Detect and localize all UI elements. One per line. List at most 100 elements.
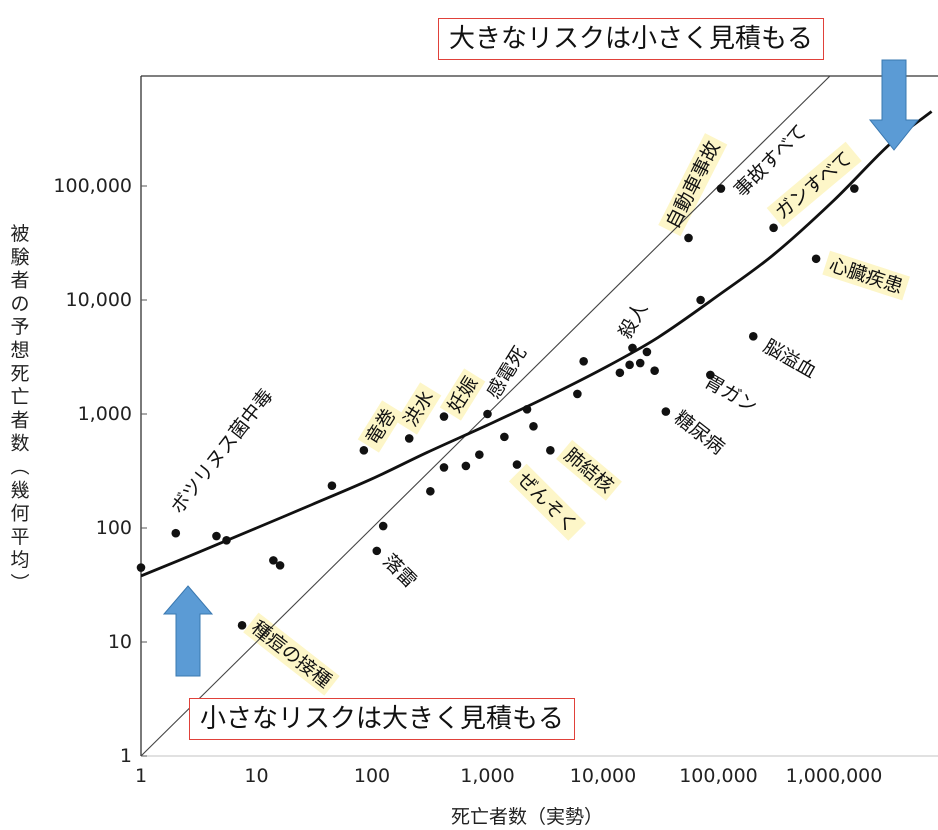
data-point [359,446,369,455]
y-axis-title-char: 幾 [10,479,29,501]
x-tick-label: 100,000 [679,765,758,787]
y-axis-title-char: （ [8,456,30,475]
point-label: 胃ガン [701,370,761,418]
scatter-points [136,184,859,630]
data-point [404,434,414,443]
callout-large-risk: 大きなリスクは小さく見積もる [438,18,825,60]
data-point [642,347,652,357]
data-point [426,486,435,496]
data-point [439,463,449,472]
y-axis-title-char: 死 [10,363,29,385]
data-point [475,450,484,459]
label-highlight [508,463,587,541]
point-label: 糖尿病 [670,407,728,459]
point-label: 心臓疾患 [826,254,905,298]
point-label: 肺結核 [560,444,618,498]
up-arrow-icon [162,585,214,677]
data-point [850,184,859,193]
data-point [378,521,388,531]
data-point [684,233,693,243]
data-point [650,366,659,375]
point-label: 種痘の接種 [247,617,335,693]
y-axis-title-char: ） [8,573,30,592]
data-point [275,561,285,570]
y-axis-title-char: 亡 [10,386,29,408]
x-tick-label: 1,000,000 [786,765,883,787]
y-tick-label: 10 [108,631,132,653]
arrows [162,59,920,677]
data-point [769,223,778,233]
y-axis-title-char: 者 [10,409,29,431]
data-point [327,481,337,490]
tick-labels: 1 10 100 1,000 10,000 100,000 1 10 100 1,000 10,00… [53,175,882,787]
data-point [748,332,758,341]
point-label: ぜんそく [512,468,581,537]
point-label: 殺人 [614,299,652,343]
data-point [615,368,625,378]
y-axis-title-char: 均 [10,549,29,571]
data-point [573,389,582,399]
label-highlight [357,400,404,453]
point-label: ボツリヌス菌中毒 [167,385,278,518]
y-tick-label: 10,000 [66,289,132,311]
label-highlight [822,250,910,301]
label-highlight [556,439,622,501]
data-point [461,461,471,471]
label-highlights [243,133,910,696]
y-axis-title-char: 数 [10,433,29,455]
data-point [635,358,645,368]
callout-small-risk: 小さなリスクは大きく見積もる [189,698,576,740]
x-tick-label: 100 [354,765,390,787]
y-tick-label: 1 [120,745,132,767]
label-highlight [243,612,340,696]
data-point [372,546,382,556]
data-point [661,407,671,416]
data-point [696,295,705,305]
data-point [546,446,555,455]
data-point [522,404,532,414]
x-tick-label: 1 [135,765,147,787]
down-arrow-icon [868,59,920,151]
fit-curve [141,110,933,578]
data-point [222,536,231,545]
y-tick-label: 100 [96,517,132,539]
y-axis-title-char: 験 [10,246,29,268]
data-point [811,254,821,264]
y-axis-title-char: 想 [10,340,29,362]
label-highlight [395,382,442,435]
y-axis-title-char: 者 [10,270,29,292]
data-point [625,360,634,370]
y-tick-label: 1,000 [78,403,132,425]
label-highlight [658,133,728,237]
x-tick-label: 10 [244,765,268,787]
x-axis-title: 死亡者数（実勢） [451,806,603,828]
point-label: 自動車事故 [662,138,725,233]
data-point [237,621,247,630]
x-tick-label: 10,000 [570,765,636,787]
y-axis-title-char: 何 [10,503,29,525]
data-point [529,422,538,431]
x-tick-label: 1,000 [460,765,514,787]
data-point [483,409,492,419]
y-axis-title-char: 平 [10,526,29,548]
label-highlight [439,368,486,421]
data-point [716,184,726,193]
data-point [628,343,637,353]
y-tick-label: 100,000 [53,175,132,197]
data-point [439,412,449,421]
y-axis-title-char: 被 [10,223,29,245]
data-point [136,563,146,572]
point-label: 脳溢血 [760,335,820,383]
data-point [512,460,522,469]
point-label: 落雷 [378,550,420,592]
plot-frame [140,75,938,757]
data-point [706,370,715,380]
y-axis-title-char: 予 [10,316,29,338]
data-point [171,528,181,538]
data-point [579,356,588,366]
data-point [212,531,221,541]
y-axis-title-char: の [10,293,29,315]
